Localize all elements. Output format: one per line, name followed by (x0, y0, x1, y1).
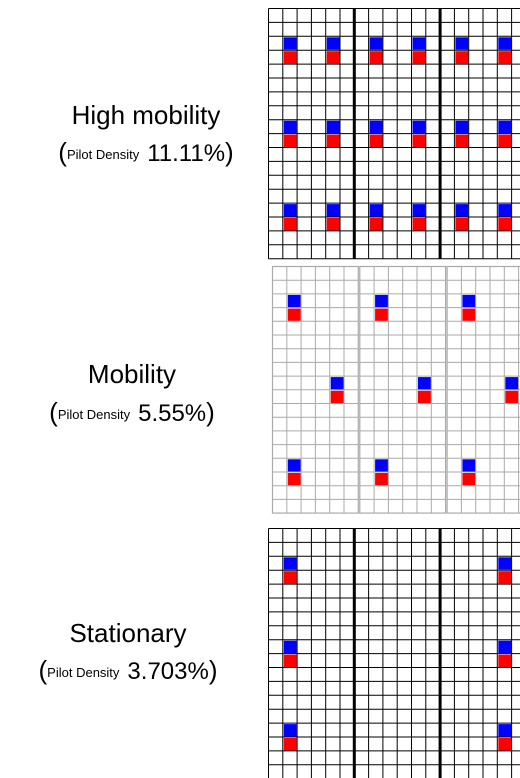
pilot-blue (498, 204, 512, 217)
pilot-blue (375, 294, 388, 308)
pilot-blue (330, 377, 344, 390)
panel-label: (Pilot Density 3.703%) (39, 655, 218, 685)
labels: High mobility (Pilot Density 11.11%) Mobi… (39, 100, 234, 685)
label: Pilot Density (47, 665, 120, 680)
pilot-red (418, 390, 431, 403)
pilot-blue (455, 120, 469, 134)
pilot-blue (412, 37, 426, 50)
pilot-red (498, 571, 512, 584)
grids (268, 8, 520, 778)
density: 11.11% (147, 140, 225, 167)
density: 5.55% (138, 400, 206, 427)
density: 3.703% (127, 658, 208, 685)
pilot-red (283, 218, 297, 231)
pilot-blue (369, 37, 383, 50)
pilot-red (375, 473, 388, 486)
pilot-red (326, 134, 340, 147)
pilot-blue (418, 377, 431, 390)
pilot-red (326, 218, 340, 231)
pilot-blue (505, 377, 519, 390)
paren: ) (209, 655, 218, 685)
pilot-blue (462, 459, 476, 472)
pilot-red (498, 218, 512, 231)
paren: ( (39, 655, 48, 685)
panel-title: Stationary (69, 618, 186, 648)
pilot-blue (375, 459, 388, 472)
pilot-blue (498, 120, 512, 134)
pilot-blue (498, 640, 512, 654)
pilot-blue (455, 204, 469, 217)
label: Pilot Density (58, 407, 131, 422)
label: Pilot Density (67, 147, 140, 162)
pilot-red (287, 308, 301, 321)
pilot-blue (283, 724, 297, 737)
paren: ( (58, 137, 67, 167)
pilot-red (498, 51, 512, 64)
pilot-blue (412, 120, 426, 134)
pilot-blue (498, 557, 512, 570)
pilot-red (283, 738, 297, 751)
pilot-blue (283, 37, 297, 50)
pilot-blue (498, 37, 512, 50)
pilot-blue (326, 120, 340, 134)
pilot-red (326, 51, 340, 64)
pilot-blue (455, 37, 469, 50)
pilot-red (412, 51, 426, 64)
pilot-red (283, 571, 297, 584)
pilot-red (369, 51, 383, 64)
pilot-blue (412, 204, 426, 217)
panel-title: High mobility (72, 100, 221, 130)
pilot-red (462, 308, 476, 321)
pilot-blue (283, 557, 297, 570)
pilot-red (455, 134, 469, 147)
panel-title: Mobility (88, 359, 176, 389)
pilot-blue (287, 294, 301, 308)
paren: ( (49, 397, 58, 427)
pilot-red (505, 390, 519, 403)
pilot-blue (462, 294, 476, 308)
paren: ) (225, 137, 234, 167)
pilot-blue (283, 204, 297, 217)
pilot-blue (287, 459, 301, 472)
pilot-blue (326, 37, 340, 50)
pilot-blue (498, 724, 512, 737)
pilot-red (369, 218, 383, 231)
pilot-red (283, 51, 297, 64)
pilot-red (412, 134, 426, 147)
pilot-blue (283, 640, 297, 654)
pilot-red (283, 134, 297, 147)
pilot-red (455, 218, 469, 231)
pilot-red (498, 738, 512, 751)
pilot-red (412, 218, 426, 231)
pilot-red (462, 473, 476, 486)
panel-label: (Pilot Density 11.11%) (58, 137, 233, 167)
pilot-blue (283, 120, 297, 134)
pilot-red (330, 390, 344, 403)
pilot-red (455, 51, 469, 64)
pilot-blue (369, 120, 383, 134)
pilot-blue (326, 204, 340, 217)
pilot-red (375, 308, 388, 321)
pilot-red (287, 473, 301, 486)
pilot-red (283, 654, 297, 667)
pilot-red (498, 654, 512, 667)
panel-label: (Pilot Density 5.55%) (49, 397, 215, 427)
paren: ) (206, 397, 215, 427)
pilot-red (369, 134, 383, 147)
pilot-red (498, 134, 512, 147)
pilot-blue (369, 204, 383, 217)
